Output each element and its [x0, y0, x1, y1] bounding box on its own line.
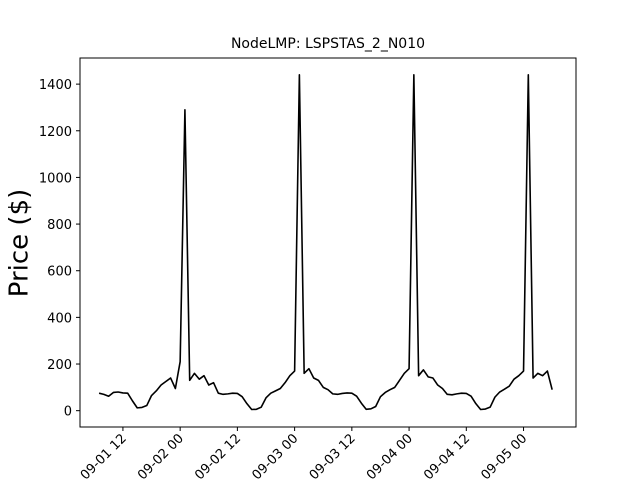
x-tick-label: 09-01 12: [78, 431, 130, 480]
chart-title: NodeLMP: LSPSTAS_2_N010: [231, 36, 425, 52]
y-tick-label: 200: [47, 358, 72, 373]
y-tick-label: 0: [64, 405, 72, 420]
x-tick-label: 09-04 12: [421, 431, 473, 480]
x-tick-label: 09-02 00: [135, 431, 187, 480]
plot-frame: [79, 57, 577, 428]
x-tick-label: 09-04 00: [364, 431, 416, 480]
y-tick-label: 1000: [39, 171, 72, 186]
y-tick-label: 1400: [39, 78, 72, 93]
y-tick-label: 400: [47, 311, 72, 326]
y-tick-label: 1200: [39, 125, 72, 140]
y-tick-label: 800: [47, 218, 72, 233]
x-tick-label: 09-02 12: [192, 431, 244, 480]
x-tick-label: 09-05 00: [478, 431, 530, 480]
x-tick-label: 09-03 12: [307, 431, 359, 480]
x-tick-label: 09-03 00: [250, 431, 302, 480]
price-line: [98, 73, 553, 411]
y-tick-label: 600: [47, 265, 72, 280]
y-axis-label: Price ($): [5, 189, 35, 298]
